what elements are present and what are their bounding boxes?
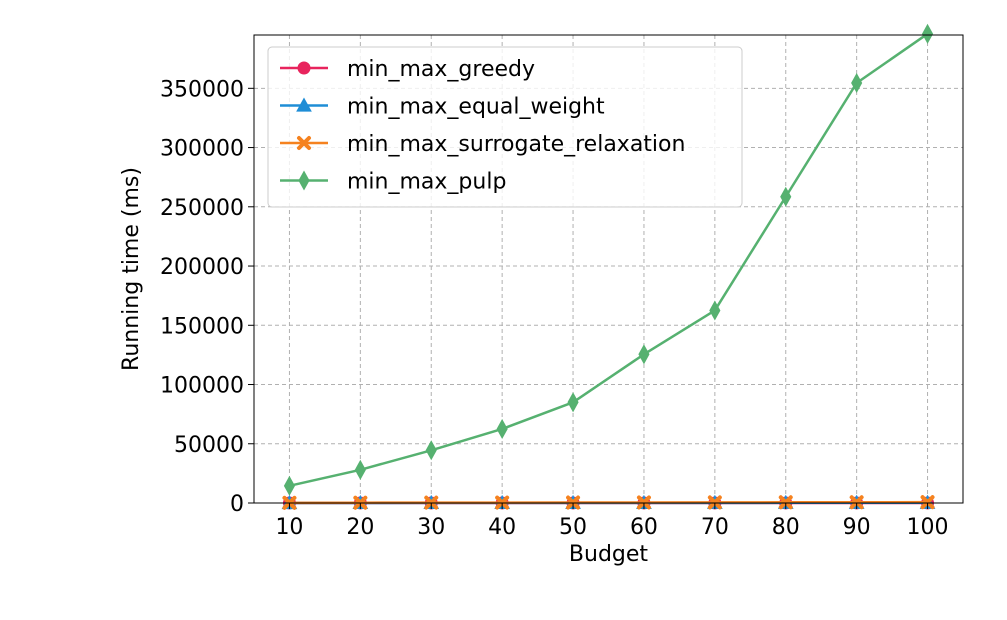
- x-tick-label: 80: [772, 515, 800, 540]
- y-tick-label: 0: [230, 492, 244, 517]
- series-line: [289, 32, 929, 488]
- plot-frame: [253, 34, 964, 504]
- legend-label: min_max_equal_weight: [347, 95, 605, 120]
- data-point: [851, 72, 863, 94]
- legend-box: [267, 46, 743, 208]
- y-tick-label: 350000: [160, 77, 244, 102]
- x-axis-label: Budget: [569, 542, 649, 567]
- y-tick-label: 100000: [160, 374, 244, 399]
- data-point: [920, 495, 935, 510]
- data-point: [425, 440, 437, 461]
- legend-item: min_max_greedy: [280, 57, 535, 82]
- data-point: [496, 418, 508, 439]
- data-point: [778, 495, 793, 510]
- legend: min_max_greedy min_max_equal_weight min_ma…: [267, 46, 743, 208]
- data-point: [709, 300, 721, 321]
- y-tick-label: 200000: [160, 255, 244, 280]
- x-tick-label: 20: [346, 515, 374, 540]
- y-tick-label: 300000: [160, 137, 244, 162]
- legend-marker: [297, 136, 311, 150]
- legend-item: min_max_surrogate_relaxation: [280, 132, 685, 157]
- data-point: [354, 459, 366, 480]
- y-tick-label: 150000: [160, 314, 244, 339]
- data-point: [283, 475, 296, 496]
- x-tick-label: 50: [559, 515, 587, 540]
- data-point: [638, 344, 650, 365]
- data-point: [780, 186, 792, 207]
- legend-item: min_max_equal_weight: [280, 95, 605, 120]
- data-point: [567, 392, 579, 413]
- legend-marker: [298, 170, 310, 191]
- x-tick-label: 60: [630, 515, 658, 540]
- series-min_max_pulp: [283, 23, 934, 496]
- x-tick-label: 30: [417, 515, 445, 540]
- y-tick-label: 250000: [160, 196, 244, 221]
- x-tick-label: 90: [843, 515, 871, 540]
- legend-label: min_max_surrogate_relaxation: [347, 132, 685, 157]
- data-point: [707, 495, 722, 510]
- legend-item: min_max_pulp: [280, 170, 506, 195]
- x-tick-label: 70: [701, 515, 729, 540]
- legend-label: min_max_pulp: [347, 170, 506, 195]
- y-tick-label: 50000: [174, 433, 244, 458]
- x-tick-label: 10: [275, 515, 303, 540]
- data-point: [849, 495, 864, 510]
- legend-marker: [297, 61, 311, 75]
- data-point: [921, 23, 934, 44]
- legend-marker: [296, 97, 312, 112]
- x-tick-label: 100: [907, 515, 949, 540]
- x-tick-label: 40: [488, 515, 516, 540]
- axis-ticks: 10 20 30 40 50 60 70 80 90 100 0 50000 100000 150000 2…: [160, 77, 949, 540]
- legend-label: min_max_greedy: [347, 57, 535, 82]
- y-axis-label: Running time (ms): [119, 167, 144, 371]
- data-point: [636, 495, 651, 510]
